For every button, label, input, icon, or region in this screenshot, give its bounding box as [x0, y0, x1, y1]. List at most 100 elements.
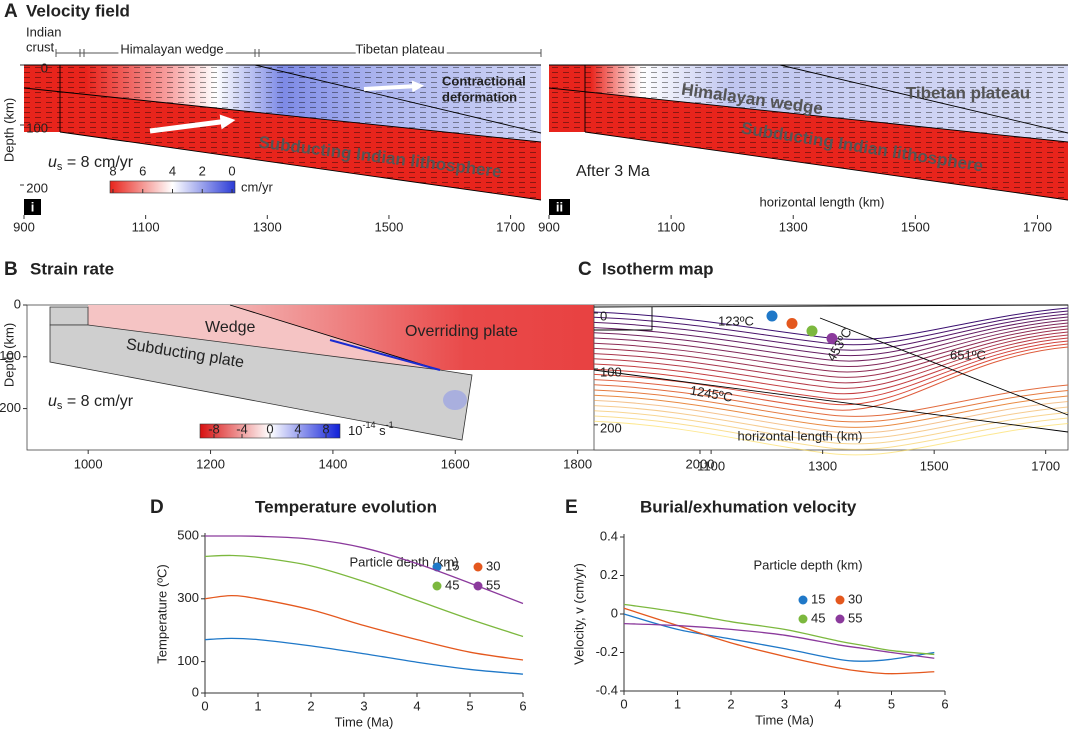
- series-line: [623, 607, 935, 675]
- isotherm: [593, 334, 1069, 389]
- isotherm-label: 651ºC: [950, 347, 986, 362]
- series-line: [623, 603, 935, 656]
- x-axis-title: horizontal length (km): [760, 194, 885, 209]
- x-tick-label: 0: [201, 698, 208, 713]
- y-tick-label: -0.2: [596, 644, 618, 659]
- legend-swatch: [835, 614, 845, 624]
- y-axis-title: Depth (km): [1, 323, 16, 387]
- y-axis-title: Velocity, v (cm/yr): [571, 563, 586, 665]
- region-label: Indian: [26, 24, 61, 39]
- x-tick-label: 1300: [808, 458, 837, 473]
- x-tick-label: 5: [466, 698, 473, 713]
- particle: [766, 310, 778, 322]
- isotherm-outlines: [593, 304, 1069, 433]
- x-tick-label: 1500: [920, 458, 949, 473]
- panel-label: B: [4, 259, 18, 280]
- y-tick-label: 200: [600, 420, 622, 435]
- region-label-halo: Tibetan plateau: [355, 41, 444, 56]
- symbol: u: [48, 393, 57, 410]
- x-tick-label: 3: [781, 696, 788, 711]
- particle: [786, 318, 798, 329]
- y-tick-label: 0.2: [600, 567, 618, 582]
- legend-label: 15: [811, 591, 825, 606]
- series-line: [204, 535, 524, 605]
- series-line: [204, 554, 524, 638]
- legend-swatch: [473, 562, 483, 572]
- annotation: us = 8 cm/yr: [48, 154, 134, 173]
- isotherm: [593, 322, 1069, 367]
- x-tick-label: 1100: [657, 219, 685, 234]
- isotherm: [593, 346, 1069, 411]
- isotherm: [593, 340, 1069, 400]
- annotation: Contractional: [442, 73, 526, 88]
- x-tick-label: 2: [307, 698, 314, 713]
- colorbar-tick-label: -4: [236, 421, 248, 436]
- subpanel-tag: i: [31, 199, 35, 214]
- y-tick-label: 0: [14, 296, 21, 311]
- x-tick-label: 1700: [1023, 219, 1052, 234]
- legend-swatch: [473, 581, 483, 591]
- x-tick-label: 1100: [132, 219, 160, 234]
- chart-title: Burial/exhumation velocity: [640, 497, 857, 516]
- x-tick-label: 1: [674, 696, 681, 711]
- series-line: [623, 622, 935, 659]
- x-tick-label: 1500: [901, 219, 930, 234]
- colorbar-tick-label: 4: [169, 163, 176, 178]
- panel-title: Strain rate: [30, 259, 114, 278]
- legend-swatch: [835, 595, 845, 605]
- y-tick-label: 100: [0, 348, 21, 363]
- x-axis-title: Time (Ma): [335, 714, 394, 729]
- x-tick-label: 0: [620, 696, 627, 711]
- isotherm: [593, 399, 1069, 434]
- x-axis-title: Time (Ma): [755, 712, 814, 727]
- annotation: Overriding plate: [405, 323, 518, 340]
- isotherm: [593, 343, 1069, 406]
- annotation: us = 8 cm/yr: [48, 393, 134, 412]
- y-tick-label: 200: [26, 180, 48, 195]
- colorbar-tick-label: 0: [266, 421, 273, 436]
- legend-title: Particle depth (km): [753, 557, 862, 572]
- particle: [826, 333, 838, 344]
- series-line: [204, 595, 524, 661]
- x-tick-label: 1700: [1031, 458, 1060, 473]
- annotation: After 3 Ma: [576, 163, 650, 180]
- y-tick-label: 0: [192, 684, 199, 699]
- velocity-field-i: [23, 64, 542, 201]
- y-tick-label: 100: [177, 653, 199, 668]
- y-tick-label: 0.4: [600, 528, 618, 543]
- colorbar-tick-label: 8: [109, 163, 116, 178]
- series-line: [623, 613, 935, 662]
- x-tick-label: 6: [519, 698, 526, 713]
- x-tick-label: 900: [13, 219, 35, 234]
- isotherm: [593, 410, 1069, 445]
- annotation: Tibetan plateau: [906, 83, 1030, 102]
- panel-label: E: [565, 497, 578, 518]
- strain-rate-field: [26, 304, 701, 451]
- legend-label: 30: [486, 558, 500, 573]
- legend-swatch: [798, 614, 808, 624]
- y-tick-label: 0: [611, 605, 618, 620]
- panel-label: C: [578, 259, 592, 280]
- x-tick-label: 2000: [686, 456, 715, 471]
- isotherm-label: 123ºC: [718, 313, 754, 328]
- colorbar-tick-label: 6: [139, 163, 146, 178]
- legend-label: 55: [486, 577, 500, 592]
- legend-title: Particle depth (km): [349, 554, 458, 569]
- y-axis-title: Depth (km): [1, 98, 16, 162]
- isotherm: [593, 415, 1069, 450]
- particles: [766, 310, 838, 344]
- region-label-halo: Himalayan wedge: [120, 41, 223, 56]
- x-axis-title: horizontal length (km): [738, 428, 863, 443]
- symbol: u: [48, 154, 57, 171]
- isotherm: [593, 389, 1069, 423]
- y-tick-label: 200: [0, 400, 21, 415]
- chart-title: Temperature evolution: [255, 497, 437, 516]
- colorbar-tick-label: 0: [228, 163, 235, 178]
- x-tick-label: 1400: [318, 456, 347, 471]
- unit-exponent: -1: [386, 420, 394, 430]
- colorbar-unit: 10-14 s-1: [348, 420, 394, 438]
- annotation-text: = 8 cm/yr: [62, 393, 133, 410]
- isotherm-label: 1245ºC: [689, 383, 734, 405]
- isotherm: [593, 325, 1069, 373]
- subpanel-tag: ii: [556, 199, 563, 214]
